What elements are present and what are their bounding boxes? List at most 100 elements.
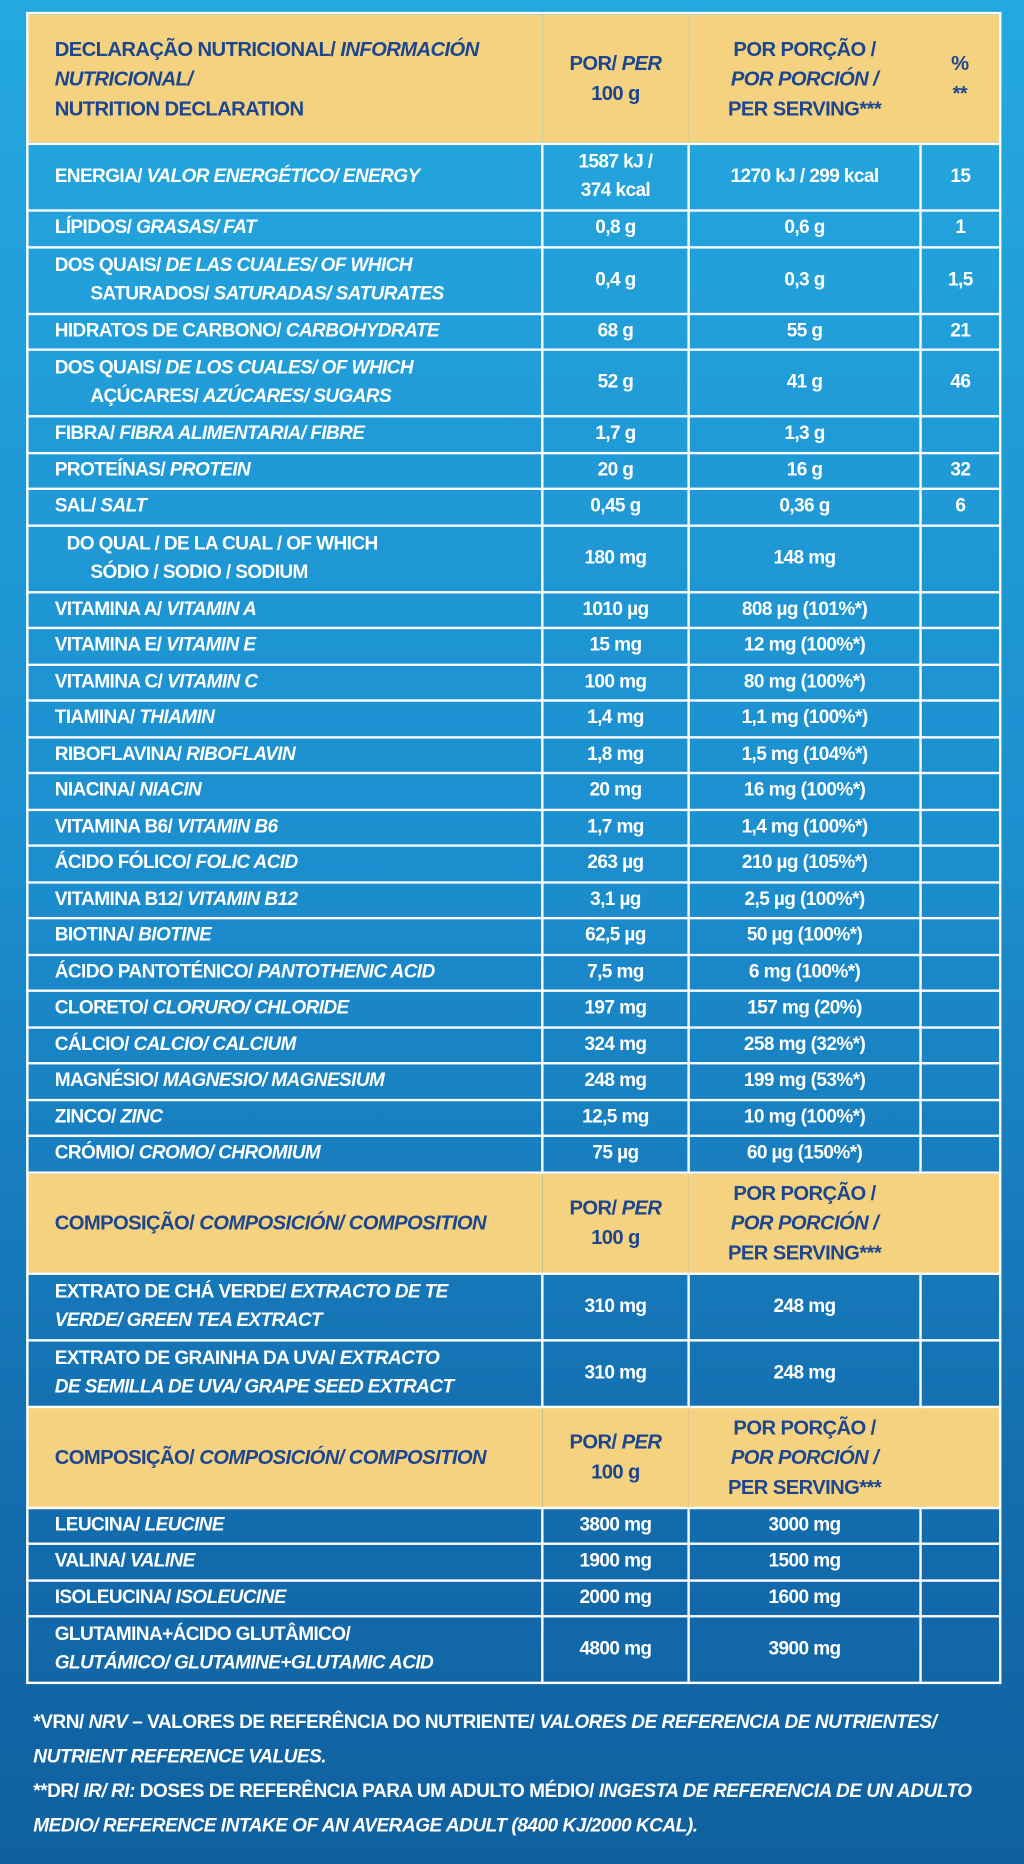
text: VITAMIN E [165,635,256,656]
text: CLORETO/ [54,998,149,1019]
text: PROTEIN [169,459,251,481]
text: 180 mg [584,547,647,568]
text: 0,4 g [595,269,636,290]
text-line: 1,7 g [548,420,682,449]
text: NRV [88,1712,128,1733]
value-cell [919,1615,1002,1685]
text: 3900 mg [768,1638,842,1660]
value-cell: 16 g [687,451,922,490]
value-cell: 52 g [541,348,690,418]
table-row: VITAMINA B12/ VITAMIN B12 3,1 µg 2,5 µg (1… [26,880,1002,920]
text: FIBRA/ [54,423,115,444]
text-line: DO QUAL / DE LA CUAL / OF WHICH [55,530,537,559]
text-line: PROTEÍNAS/ PROTEIN [55,456,537,485]
text-line: 1270 kJ / 299 kcal [695,163,915,192]
nutrient-name: GLUTAMINA+ÁCIDO GLUTÂMICO/GLUTÁMICO/ GLU… [26,1615,544,1685]
text-line: 20 g [548,456,682,485]
text-line: 75 µg [548,1140,682,1169]
text: COMPOSIÇÃO/ [54,1445,195,1469]
text: SÓDIO / SODIO / SODIUM [90,561,308,583]
text: 100 mg [584,671,647,692]
text: EXTRATO DE GRAINHA DA UVA/ [54,1348,336,1369]
text-line: 1,5 [926,266,994,295]
text: 2000 mg [579,1587,652,1608]
text: 199 mg (53%*) [743,1070,866,1091]
value-cell [919,844,1002,884]
text-line: TIAMINA/ THIAMIN [55,704,537,733]
nutrient-name: VALINA/ VALINE [26,1542,544,1582]
value-cell: 0,4 g [541,245,690,315]
nutrient-name: ISOLEUCINA/ ISOLEUCINE [26,1578,544,1618]
text-line: 16 g [695,456,915,485]
nutrition-table: DECLARAÇÃO NUTRICIONAL/ INFORMACIÓN NUTRI… [26,11,1002,1685]
text-line: 157 mg (20%) [695,995,915,1024]
table-row: ENERGIA/ VALOR ENERGÉTICO/ ENERGY 1587 kJ… [26,142,1002,212]
value-cell: 55 g [687,312,922,351]
text: 1,5 mg (104%*) [741,744,869,765]
text-line: EXTRATO DE CHÁ VERDE/ EXTRACTO DE TE [55,1278,537,1307]
table-row: DOS QUAIS/ DE LOS CUALES/ OF WHICH AÇÚCAR… [26,348,1002,418]
value-cell: 3900 mg [687,1615,922,1685]
value-cell: 6 mg (100%*) [687,953,922,992]
text-line: 16 mg (100%*) [695,777,915,806]
value-cell [919,1062,1002,1101]
value-cell: 180 mg [541,523,690,593]
value-cell [919,1506,1002,1545]
nutrient-name: ÁCIDO FÓLICO/ FOLIC ACID [26,844,544,884]
text-line: 2000 mg [548,1584,682,1613]
nutrient-name: CLORETO/ CLORURO/ CHLORIDE [26,989,544,1029]
text-line: 1,1 mg (100%*) [695,704,915,733]
text-line: 12,5 mg [548,1103,682,1132]
text-line: 55 g [695,317,915,346]
table-row: VITAMINA C/ VITAMIN C 100 mg 80 mg (100%*) [26,663,1002,702]
value-cell: 41 g [687,348,922,418]
text: NUTRITION DECLARATION [54,96,304,120]
text: 2,5 µg (100%*) [744,889,866,910]
value-cell: 1 [919,209,1002,248]
value-cell: 210 µg (105%*) [687,844,922,884]
nutrient-name: ENERGIA/ VALOR ENERGÉTICO/ ENERGY [26,142,544,212]
text-line: POR PORÇÃO / [693,1178,915,1208]
header-cell: POR/ PER 100 g [542,1170,689,1275]
value-cell: 808 µg (101%*) [687,590,922,630]
text-line: DECLARAÇÃO NUTRICIONAL/ INFORMACIÓN [55,34,538,64]
text-line: 4800 mg [548,1635,682,1664]
value-cell [919,1134,1002,1174]
text-line: 7,5 mg [548,958,682,987]
text: 324 mg [584,1034,647,1055]
text-line: POR/ PER [547,1427,684,1457]
table-row: SAL/ SALT 0,45 g 0,36 g 6 [26,487,1002,527]
text-line: 60 µg (150%*) [695,1140,915,1169]
nutrient-name: DOS QUAIS/ DE LOS CUALES/ OF WHICH AÇÚCAR… [26,348,544,418]
nutrient-name: VITAMINA B6/ VITAMIN B6 [26,808,544,847]
value-cell: 199 mg (53%*) [687,1062,922,1101]
value-cell: 21 [919,312,1002,351]
footnotes: *VRN/ NRV – VALORES DE REFERÊNCIA DO NUT… [33,1705,1008,1843]
text-line: VITAMINA A/ VITAMIN A [55,596,537,625]
text-line: 100 g [547,1223,684,1253]
text: MAGNESIO/ MAGNESIUM [162,1070,385,1091]
text-line: RIBOFLAVINA/ RIBOFLAVIN [55,741,537,770]
text-line: VERDE/ GREEN TEA EXTRACT [55,1306,537,1335]
text: **DR/ [33,1781,79,1802]
text-line: 10 mg (100%*) [695,1103,915,1132]
nutrient-name: ZINCO/ ZINC [26,1098,544,1137]
text-line: COMPOSIÇÃO/ COMPOSICIÓN/ COMPOSITION [55,1442,538,1472]
nutrient-name: CRÓMIO/ CROMO/ CHROMIUM [26,1134,544,1174]
nutrient-name: EXTRATO DE GRAINHA DA UVA/ EXTRACTO DE SE… [26,1338,544,1408]
value-cell [919,735,1002,775]
text-line: ÁCIDO FÓLICO/ FOLIC ACID [55,849,537,878]
text: 248 mg [773,1295,837,1316]
value-cell: 0,36 g [687,487,922,527]
text: FOLIC ACID [195,853,298,874]
text: 3000 mg [768,1514,842,1536]
text-line: 41 g [695,369,915,398]
value-cell: 20 mg [541,771,690,811]
text: ** [952,82,968,105]
text: IR/ RI: [83,1781,135,1802]
text: 0,45 g [590,496,641,517]
value-cell: 2,5 µg (100%*) [687,880,922,920]
text-line: FIBRA/ FIBRA ALIMENTARIA/ FIBRE [55,420,537,449]
text-line: 148 mg [695,544,915,573]
